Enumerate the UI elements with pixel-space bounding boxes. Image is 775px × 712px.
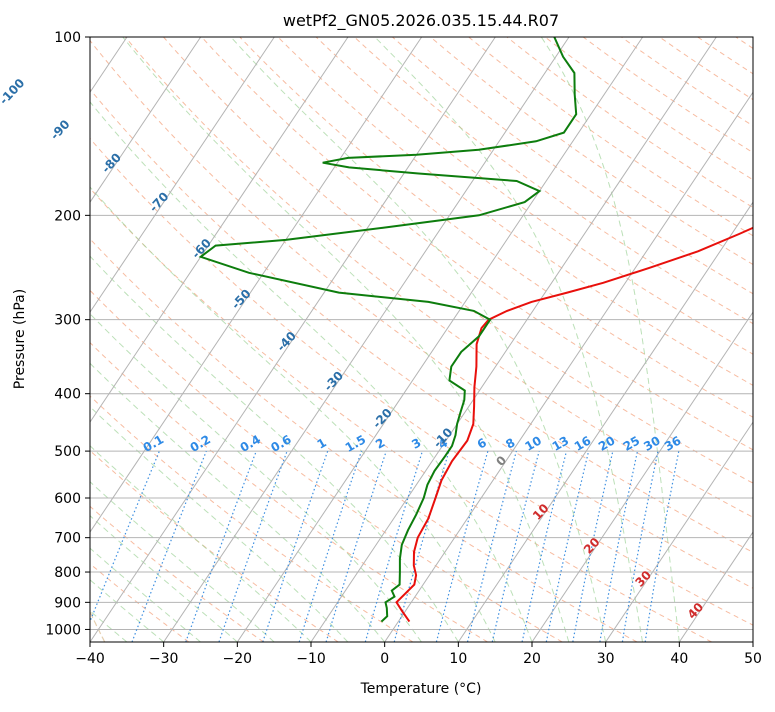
isotherm — [753, 37, 775, 642]
chart-title: wetPf2_GN05.2026.035.15.44.R07 — [283, 11, 559, 31]
adiabat-label: -90 — [48, 117, 73, 142]
plot-background — [90, 37, 753, 642]
adiabat-label: -100 — [0, 76, 27, 108]
y-tick-label: 900 — [54, 595, 81, 611]
x-tick-label: 30 — [597, 651, 615, 667]
x-tick-label: 20 — [523, 651, 541, 667]
x-tick-label: −20 — [223, 651, 253, 667]
y-tick-label: 700 — [54, 531, 81, 547]
y-tick-label: 800 — [54, 565, 81, 581]
x-tick-label: −10 — [296, 651, 326, 667]
y-tick-label: 500 — [54, 444, 81, 460]
x-tick-label: −40 — [75, 651, 105, 667]
y-tick-label: 400 — [54, 387, 81, 403]
y-axis-label: Pressure (hPa) — [12, 289, 28, 389]
y-tick-label: 1000 — [45, 622, 81, 638]
y-tick-label: 200 — [54, 208, 81, 224]
x-tick-label: −30 — [149, 651, 179, 667]
x-tick-label: 10 — [449, 651, 467, 667]
moist-adiabat — [0, 222, 53, 642]
x-tick-label: 0 — [380, 651, 389, 667]
x-tick-label: 50 — [744, 651, 762, 667]
y-tick-label: 300 — [54, 313, 81, 329]
x-axis-label: Temperature (°C) — [360, 681, 482, 697]
y-tick-label: 600 — [54, 491, 81, 507]
x-tick-label: 40 — [670, 651, 688, 667]
y-tick-label: 100 — [54, 30, 81, 46]
